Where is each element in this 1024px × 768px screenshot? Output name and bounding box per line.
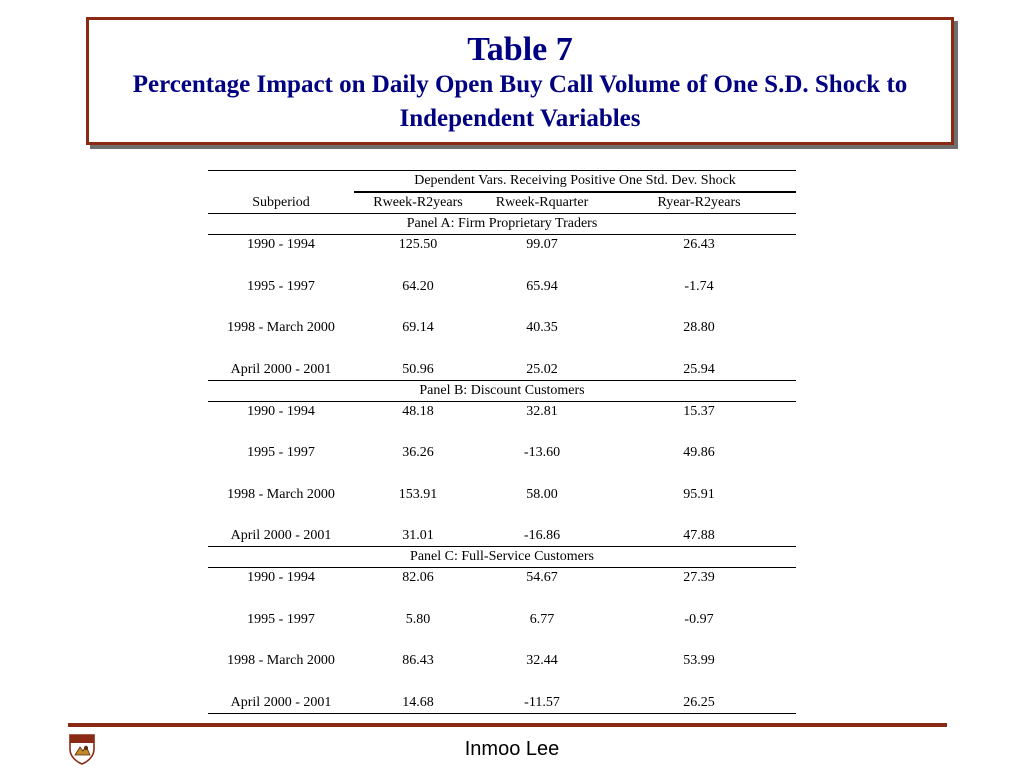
- panel-label: Panel A: Firm Proprietary Traders: [208, 213, 796, 235]
- value-cell: 95.91: [683, 486, 715, 502]
- slide-subtitle: Percentage Impact on Daily Open Buy Call…: [132, 71, 908, 132]
- panel-label: Panel B: Discount Customers: [208, 379, 796, 402]
- footer-divider: [68, 723, 947, 727]
- group-header: Dependent Vars. Receiving Positive One S…: [354, 170, 796, 193]
- row-spacer: [208, 505, 796, 527]
- value-cell: 36.26: [402, 445, 434, 460]
- period-cell: 1998 - March 2000: [227, 486, 335, 502]
- table-header: Dependent Vars. Receiving Positive One S…: [208, 170, 796, 214]
- panel-label: Panel C: Full-Service Customers: [208, 546, 796, 568]
- period-cell: 1990 - 1994: [247, 403, 315, 419]
- row-spacer: [208, 588, 796, 610]
- period-cell: 1998 - March 2000: [227, 320, 335, 335]
- value-cell: -16.86: [523, 528, 561, 543]
- value-cell: 49.86: [683, 445, 715, 460]
- value-cell: 54.67: [526, 570, 558, 585]
- value-cell: -0.97: [684, 611, 714, 627]
- title-box: Table 7 Percentage Impact on Daily Open …: [86, 17, 954, 145]
- value-cell: 64.20: [402, 278, 434, 294]
- row-spacer: [208, 630, 796, 652]
- value-cell: 32.44: [526, 653, 558, 668]
- row-spacer: [208, 338, 796, 360]
- value-cell: 65.94: [526, 278, 558, 294]
- slide-title: Table 7: [467, 31, 573, 68]
- value-cell: 25.02: [526, 361, 558, 377]
- period-cell: 1995 - 1997: [247, 611, 315, 627]
- value-cell: 48.18: [402, 403, 434, 419]
- value-cell: 26.43: [683, 237, 715, 252]
- value-cell: 28.80: [683, 320, 715, 335]
- panel-b: Panel B: Discount Customers 1990 - 1994 …: [208, 379, 796, 547]
- panel-a: Panel A: Firm Proprietary Traders 1990 -…: [208, 213, 796, 381]
- row-spacer: [208, 671, 796, 693]
- column-header: Rweek-R2years: [373, 195, 463, 210]
- value-cell: 25.94: [683, 361, 715, 377]
- value-cell: 27.39: [683, 570, 715, 585]
- value-cell: 153.91: [398, 486, 438, 502]
- value-cell: 5.80: [405, 611, 431, 627]
- results-table-container: Dependent Vars. Receiving Positive One S…: [208, 170, 796, 714]
- value-cell: 82.06: [402, 570, 434, 585]
- row-spacer: [208, 297, 796, 319]
- value-cell: 26.25: [602, 692, 796, 714]
- value-cell: 99.07: [526, 237, 558, 252]
- row-spacer: [208, 422, 796, 444]
- period-cell: April 2000 - 2001: [230, 361, 332, 377]
- stub-header-blank: [208, 170, 354, 192]
- university-crest-icon: [69, 734, 95, 765]
- period-cell: 1990 - 1994: [247, 237, 315, 252]
- row-spacer: [208, 463, 796, 485]
- period-cell: 1995 - 1997: [247, 278, 315, 294]
- period-cell: April 2000 - 2001: [230, 528, 332, 543]
- value-cell: 69.14: [402, 320, 434, 335]
- value-cell: 14.68: [354, 692, 482, 714]
- value-cell: 125.50: [398, 237, 438, 252]
- panel-c: Panel C: Full-Service Customers 1990 - 1…: [208, 546, 796, 714]
- stub-header: Subperiod: [252, 194, 310, 210]
- value-cell: -13.60: [523, 445, 561, 460]
- value-cell: 86.43: [402, 653, 434, 668]
- period-cell: 1998 - March 2000: [227, 653, 335, 668]
- value-cell: 31.01: [402, 528, 434, 543]
- row-spacer: [208, 255, 796, 277]
- period-cell: April 2000 - 2001: [208, 692, 354, 714]
- value-cell: 6.77: [529, 611, 555, 627]
- footer-author: Inmoo Lee: [464, 738, 560, 760]
- value-cell: 47.88: [683, 528, 715, 543]
- value-cell: 15.37: [683, 403, 715, 419]
- value-cell: 32.81: [526, 403, 558, 419]
- value-cell: -11.57: [482, 692, 602, 714]
- value-cell: 53.99: [683, 653, 715, 668]
- column-header: Ryear-R2years: [657, 195, 741, 210]
- column-header: Rweek-Rquarter: [495, 195, 589, 210]
- period-cell: 1990 - 1994: [247, 570, 315, 585]
- value-cell: 50.96: [402, 361, 434, 377]
- value-cell: -1.74: [684, 278, 714, 294]
- period-cell: 1995 - 1997: [247, 445, 315, 460]
- results-table: Dependent Vars. Receiving Positive One S…: [208, 170, 796, 714]
- value-cell: 58.00: [526, 486, 558, 502]
- value-cell: 40.35: [526, 320, 558, 335]
